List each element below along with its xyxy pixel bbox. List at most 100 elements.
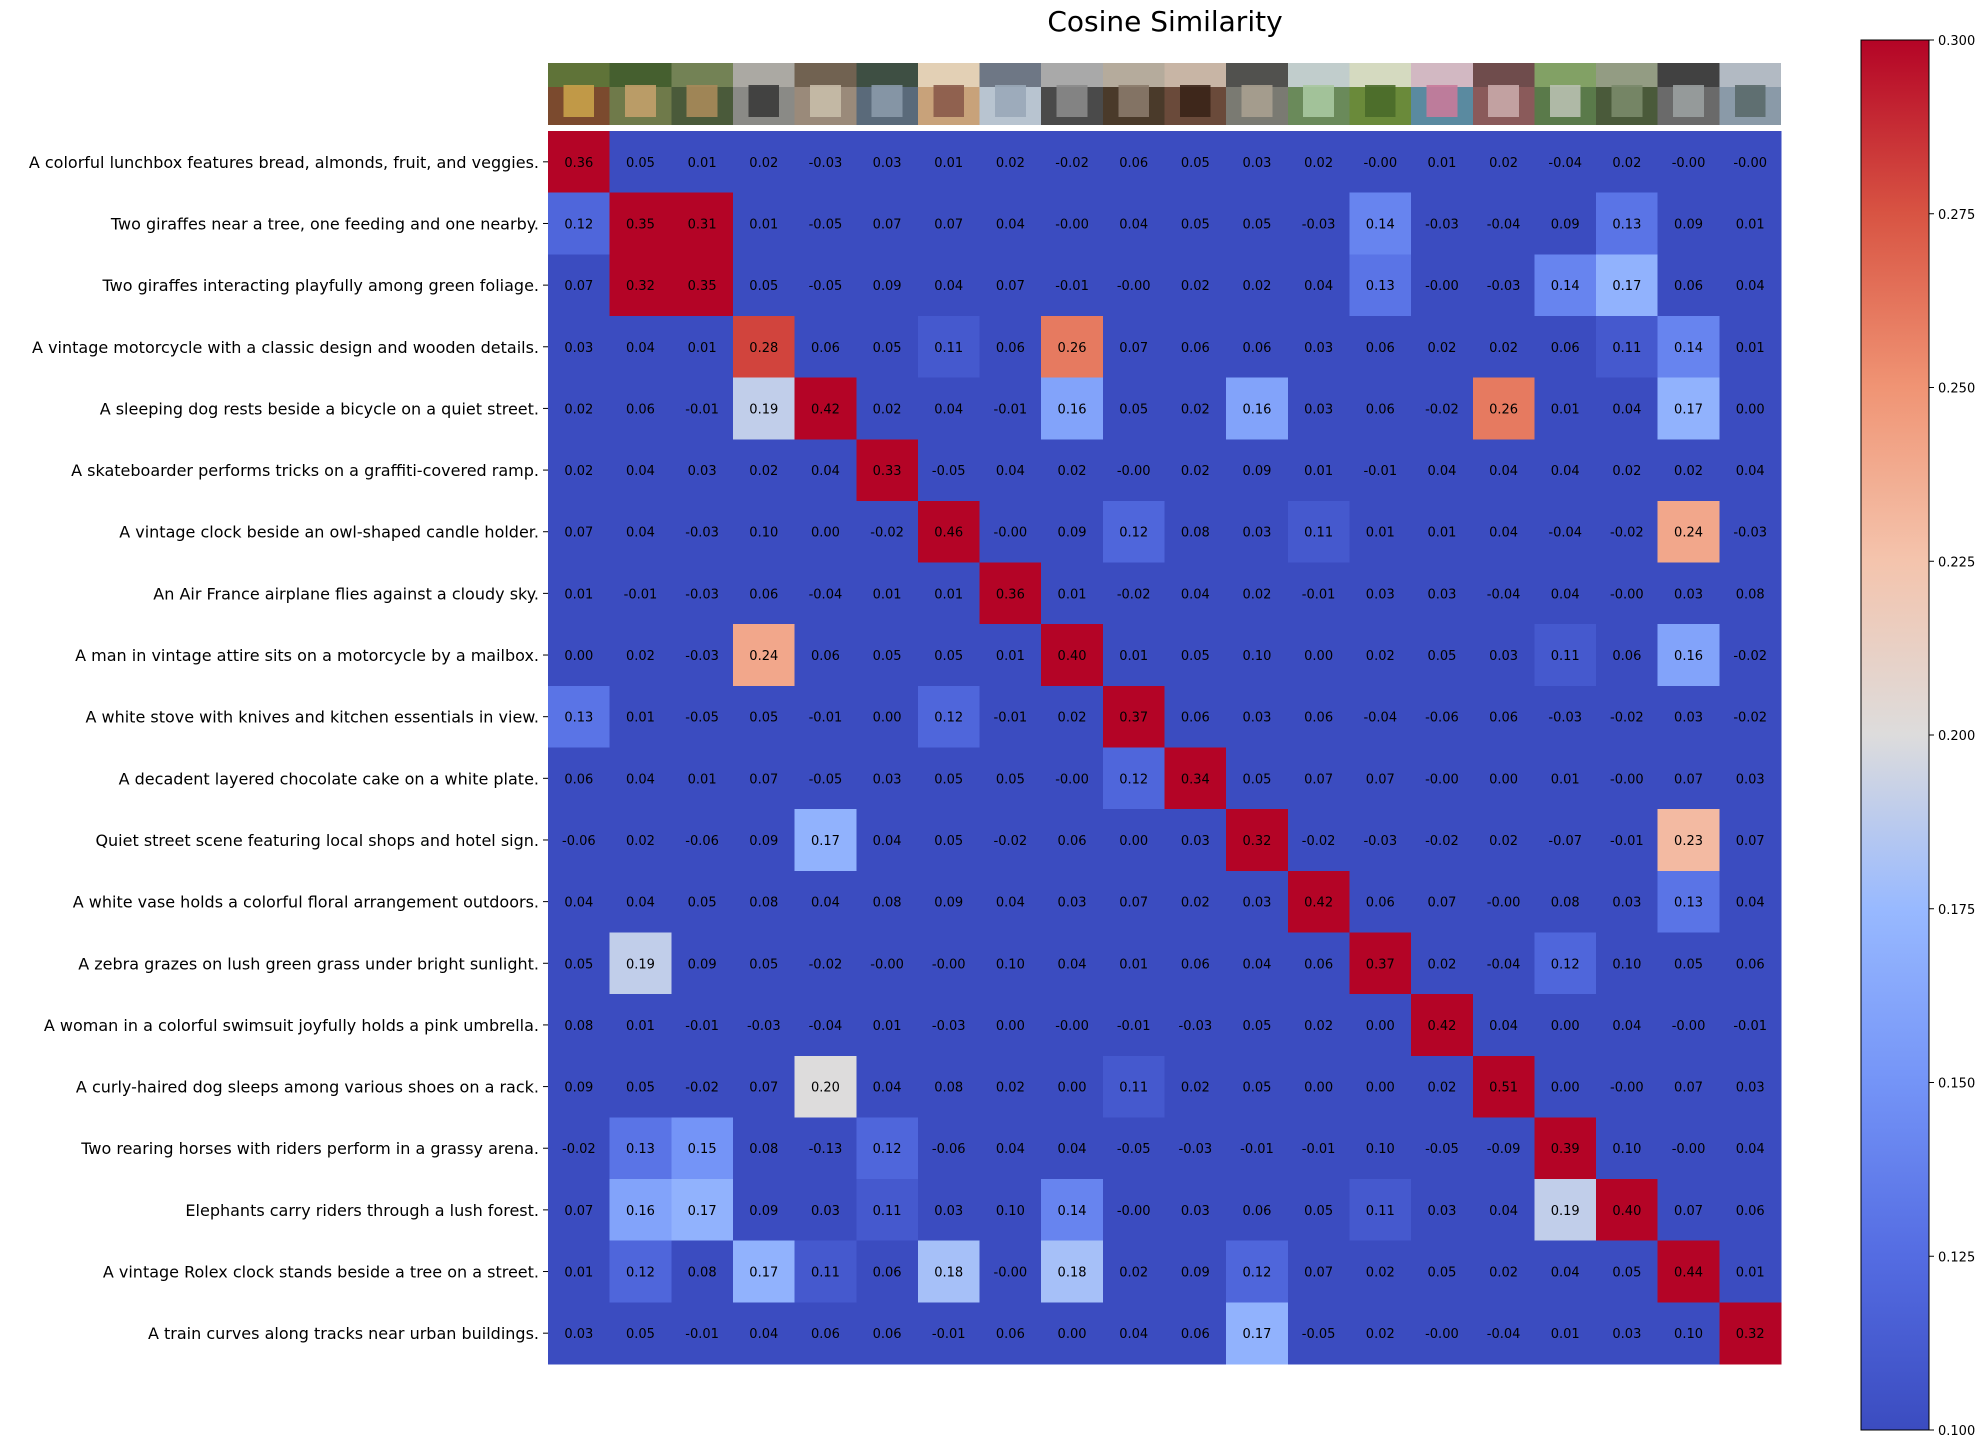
heatmap-cell [1041,1240,1104,1303]
horses-photo-thumbnail [1534,63,1597,125]
heatmap-cell [1411,131,1474,194]
heatmap-cell [1287,624,1350,687]
cell-value-label: 0.24 [1674,526,1703,541]
heatmap-cell [979,870,1042,933]
cell-value-label: 0.08 [1736,587,1765,602]
row-label: A train curves along tracks near urban b… [148,1324,539,1343]
heatmap-cell [1719,1117,1782,1180]
cell-value-label: 0.06 [811,649,840,664]
cell-value-label: 0.04 [873,1081,902,1096]
cell-value-label: -0.02 [1733,649,1767,664]
cell-value-label: 0.09 [1551,217,1580,232]
cell-value-label: 0.01 [873,1019,902,1034]
cell-value-label: -0.07 [1548,834,1582,849]
heatmap-cell [1164,747,1227,810]
heatmap-cell [1596,1302,1659,1365]
heatmap-cell [1102,870,1165,933]
cell-value-label: 0.02 [996,1081,1025,1096]
cell-value-label: 0.05 [749,957,778,972]
heatmap-cell [917,1055,981,1118]
cell-value-label: 0.04 [811,464,840,479]
cell-value-label: 0.00 [1366,1019,1395,1034]
heatmap-cell [1102,192,1165,255]
heatmap-cell [1287,562,1350,625]
cell-value-label: -0.09 [1487,1142,1521,1157]
cell-value-label: 0.06 [1366,402,1395,417]
heatmap-cell [609,870,672,933]
vase-flowers-photo-thumbnail [1287,63,1350,125]
cell-value-label: 0.05 [626,1081,655,1096]
heatmap-cell [1657,624,1720,687]
cell-value-label: 0.06 [1612,649,1641,664]
row-label: Elephants carry riders through a lush fo… [185,1201,539,1220]
cell-value-label: -0.02 [685,1081,719,1096]
heatmap-cell [732,377,796,440]
cell-value-label: 0.01 [873,587,902,602]
cell-value-label: 0.18 [1058,1266,1087,1281]
heatmap-cell [1226,1055,1289,1118]
heatmap-cell [1596,254,1659,317]
cell-value-label: 0.01 [626,1019,655,1034]
cell-value-label: -0.03 [685,587,719,602]
cell-value-label: 0.06 [996,1327,1025,1342]
heatmap-cell [1102,747,1165,810]
cell-value-label: 0.32 [626,279,655,294]
cell-value-label: 0.08 [749,896,778,911]
cell-value-label: 0.13 [626,1142,655,1157]
cell-value-label: -0.04 [809,587,843,602]
cell-value-label: 0.00 [996,1019,1025,1034]
cell-value-label: 0.04 [1736,279,1765,294]
cell-value-label: 0.40 [1058,649,1087,664]
heatmap-cell [1164,254,1227,317]
cell-value-label: 0.09 [1674,217,1703,232]
cell-value-label: 0.42 [811,402,840,417]
cell-value-label: 0.02 [564,464,593,479]
row-label: A vintage clock beside an owl-shaped can… [119,523,539,542]
heatmap-cell [548,192,611,255]
cell-value-label: 0.04 [1489,464,1518,479]
cell-value-label: 0.05 [1612,1266,1641,1281]
heatmap-cell [856,1240,919,1303]
heatmap-cell [1102,562,1165,625]
cell-value-label: 0.04 [626,526,655,541]
cake-photo-thumbnail [1164,63,1227,125]
heatmap-cell [1164,685,1227,748]
heatmap-cell [1349,994,1412,1057]
cell-value-label: 0.06 [1242,341,1271,356]
cell-value-label: 0.03 [1242,156,1271,171]
heatmap-cell [1596,685,1659,748]
motorcycle-photo-thumbnail [732,63,795,125]
heatmap-cell [671,624,734,687]
cell-value-label: -0.02 [870,526,904,541]
heatmap-cell [609,994,672,1057]
row-label: A vintage Rolex clock stands beside a tr… [103,1263,539,1282]
heatmap-cell [609,932,672,995]
cell-value-label: 0.01 [564,587,593,602]
heatmap-cell [1349,1117,1412,1180]
cell-value-label: -0.00 [1672,1019,1706,1034]
zebra-photo-thumbnail [1349,63,1412,125]
heatmap-cell [794,1117,857,1180]
heatmap-cell [1534,685,1597,748]
heatmap-cell [979,562,1042,625]
heatmap-cell [1041,747,1104,810]
cell-value-label: 0.03 [1304,402,1333,417]
heatmap-cell [1534,192,1597,255]
row-label: A white stove with knives and kitchen es… [85,708,539,727]
heatmap-cell [732,1055,796,1118]
heatmap-cell [1472,377,1535,440]
cell-value-label: 0.06 [1181,1327,1210,1342]
heatmap-cell [1041,685,1104,748]
heatmap-cell [1349,1302,1412,1365]
cell-value-label: 0.05 [934,649,963,664]
cell-value-label: 0.03 [1427,1204,1456,1219]
cell-value-label: 0.03 [1181,1204,1210,1219]
heatmap-cell [1657,377,1720,440]
cell-value-label: -0.05 [809,279,843,294]
cell-value-label: 0.05 [1427,1266,1456,1281]
row-label: A decadent layered chocolate cake on a w… [119,769,539,788]
cell-value-label: 0.07 [1736,834,1765,849]
heatmap-cell [1164,624,1227,687]
cell-value-label: -0.00 [1610,1081,1644,1096]
